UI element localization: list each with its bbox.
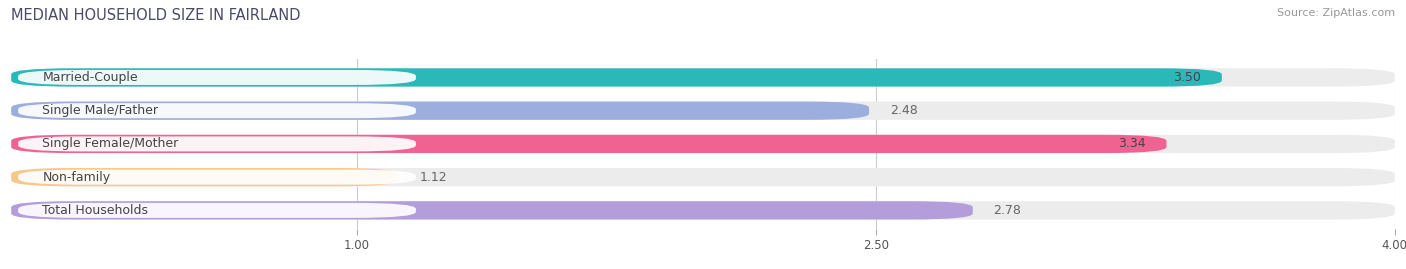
Text: Source: ZipAtlas.com: Source: ZipAtlas.com bbox=[1277, 8, 1395, 18]
FancyBboxPatch shape bbox=[11, 168, 399, 186]
Text: 3.50: 3.50 bbox=[1173, 71, 1201, 84]
Text: Married-Couple: Married-Couple bbox=[42, 71, 138, 84]
FancyBboxPatch shape bbox=[11, 201, 973, 220]
FancyBboxPatch shape bbox=[11, 135, 1167, 153]
FancyBboxPatch shape bbox=[18, 136, 416, 151]
FancyBboxPatch shape bbox=[11, 101, 1395, 120]
FancyBboxPatch shape bbox=[18, 170, 416, 185]
Text: 2.78: 2.78 bbox=[994, 204, 1021, 217]
Text: 3.34: 3.34 bbox=[1118, 137, 1146, 150]
FancyBboxPatch shape bbox=[11, 68, 1395, 87]
FancyBboxPatch shape bbox=[11, 101, 869, 120]
Text: 2.48: 2.48 bbox=[890, 104, 918, 117]
FancyBboxPatch shape bbox=[18, 203, 416, 218]
FancyBboxPatch shape bbox=[18, 70, 416, 85]
FancyBboxPatch shape bbox=[11, 68, 1222, 87]
Text: Single Female/Mother: Single Female/Mother bbox=[42, 137, 179, 150]
FancyBboxPatch shape bbox=[11, 168, 1395, 186]
Text: MEDIAN HOUSEHOLD SIZE IN FAIRLAND: MEDIAN HOUSEHOLD SIZE IN FAIRLAND bbox=[11, 8, 301, 23]
FancyBboxPatch shape bbox=[11, 201, 1395, 220]
Text: Total Households: Total Households bbox=[42, 204, 149, 217]
Text: Single Male/Father: Single Male/Father bbox=[42, 104, 159, 117]
FancyBboxPatch shape bbox=[11, 135, 1395, 153]
Text: 1.12: 1.12 bbox=[419, 171, 447, 184]
Text: Non-family: Non-family bbox=[42, 171, 111, 184]
FancyBboxPatch shape bbox=[18, 103, 416, 118]
